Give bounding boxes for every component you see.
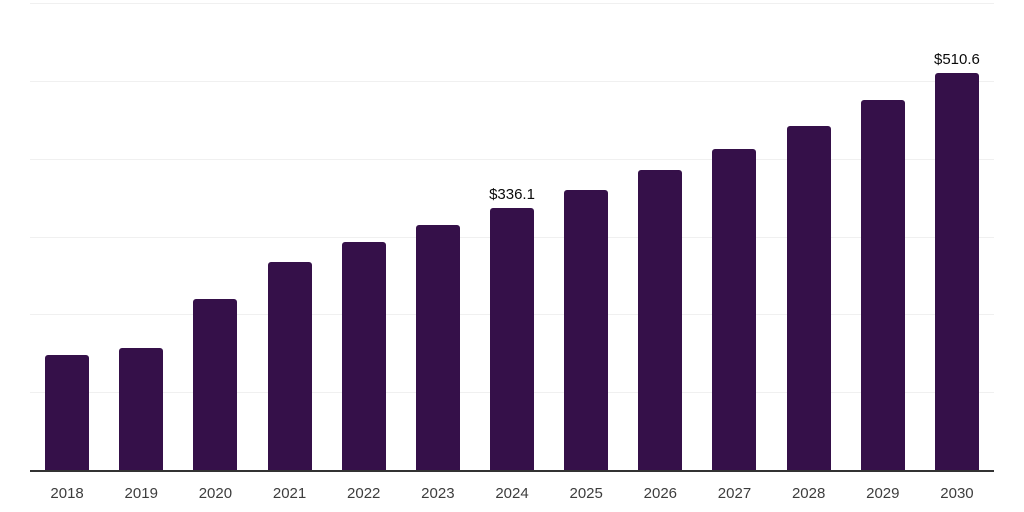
- x-tick-2024: 2024: [495, 485, 529, 502]
- bar-value-label-2024: $336.1: [489, 186, 535, 204]
- bar-2020: [193, 298, 238, 470]
- gridline-400: [30, 158, 994, 160]
- bar-column-2021: [252, 3, 326, 470]
- bar-column-2028: [772, 3, 846, 470]
- bar-2030: [934, 72, 979, 470]
- x-tick-2020: 2020: [198, 485, 233, 502]
- bar-column-2029: [846, 3, 920, 470]
- bar-value-label-2030: $510.6: [934, 50, 980, 68]
- bar-column-2019: [104, 3, 178, 470]
- bar-column-2020: [178, 3, 252, 470]
- x-tick-2018: 2018: [50, 485, 84, 502]
- x-tick-2022: 2022: [347, 485, 381, 502]
- x-tick-2028: 2028: [791, 485, 826, 502]
- bar-column-2026: [623, 3, 697, 470]
- gridline-500: [30, 80, 994, 82]
- x-tick-2027: 2027: [717, 485, 752, 502]
- market-size-bar-chart: $336.1 $510.6 2018 2019 2020 2021 2022 2023 202…: [30, 3, 994, 502]
- bar-2021: [267, 262, 312, 470]
- bar-columns: $336.1 $510.6: [30, 3, 994, 470]
- bar-column-2024: $336.1: [475, 3, 549, 470]
- bar-2018: [45, 354, 90, 470]
- bar-2019: [119, 347, 164, 470]
- bar-2022: [341, 241, 386, 470]
- bar-2024: [490, 208, 535, 470]
- x-tick-2021: 2021: [272, 485, 307, 502]
- bar-2029: [860, 99, 905, 470]
- x-axis-labels: 2018 2019 2020 2021 2022 2023 2024 2025 2026 2027…: [30, 485, 994, 502]
- bar-2027: [712, 148, 757, 470]
- x-tick-2023: 2023: [421, 485, 455, 502]
- plot-area: $336.1 $510.6: [30, 3, 994, 472]
- bar-2028: [786, 125, 831, 470]
- x-tick-2029: 2029: [866, 485, 900, 502]
- x-tick-2019: 2019: [124, 485, 158, 502]
- bar-column-2030: $510.6: [920, 3, 994, 470]
- x-tick-2026: 2026: [643, 485, 678, 502]
- bar-2025: [564, 190, 609, 470]
- x-tick-2025: 2025: [569, 485, 603, 502]
- bar-column-2018: [30, 3, 104, 470]
- bar-column-2023: [401, 3, 475, 470]
- bar-column-2022: [327, 3, 401, 470]
- bar-column-2025: [549, 3, 623, 470]
- bar-2026: [638, 170, 683, 470]
- bar-column-2027: [697, 3, 771, 470]
- x-tick-2030: 2030: [940, 485, 974, 502]
- gridline-600: [30, 3, 994, 4]
- bar-2023: [415, 225, 460, 470]
